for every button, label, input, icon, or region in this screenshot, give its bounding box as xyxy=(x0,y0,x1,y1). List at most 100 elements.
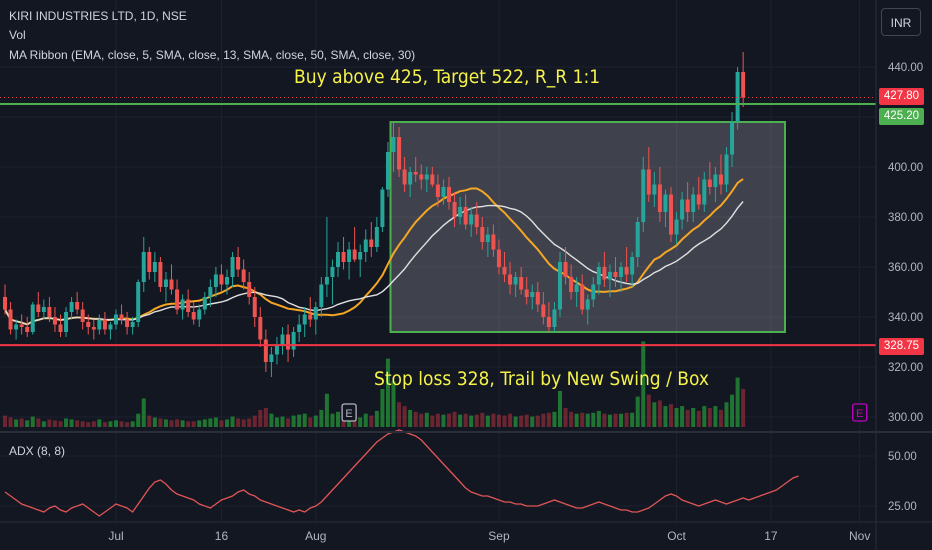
x-tick-label: Jul xyxy=(108,529,123,543)
adx-pane xyxy=(4,429,799,517)
candle-body xyxy=(707,179,712,187)
candle xyxy=(419,164,424,190)
volume-bar xyxy=(330,413,335,427)
volume-bar xyxy=(3,415,7,427)
candle xyxy=(19,314,24,335)
x-tick-label: Sep xyxy=(488,529,510,543)
volume-bar xyxy=(286,418,291,427)
candle xyxy=(163,272,168,302)
earnings-marker-box xyxy=(852,403,868,422)
candle-body xyxy=(663,194,668,212)
volume-bar xyxy=(574,413,579,427)
candle xyxy=(52,307,57,332)
candle-body xyxy=(269,354,274,362)
candle-body xyxy=(130,322,135,327)
volume-bar xyxy=(652,402,657,427)
volume-bar xyxy=(580,412,585,427)
adx-line xyxy=(4,429,799,517)
volume-bar xyxy=(247,418,252,427)
volume-bar xyxy=(324,393,329,427)
volume-bar xyxy=(607,414,612,427)
candle xyxy=(657,167,662,222)
candle xyxy=(463,194,468,230)
candle xyxy=(691,187,696,222)
candle xyxy=(191,302,196,325)
adx-tick-label: 25.00 xyxy=(888,501,917,513)
volume-bar xyxy=(563,408,568,427)
candle-body xyxy=(14,324,19,330)
candle-body xyxy=(735,72,740,122)
candle xyxy=(607,264,612,297)
candle-body xyxy=(480,227,485,242)
candle xyxy=(613,257,618,287)
candle xyxy=(230,252,235,287)
candle-body xyxy=(580,284,585,310)
candle-body xyxy=(596,267,601,285)
volume-bar xyxy=(691,408,696,427)
candle xyxy=(408,167,413,197)
candle-body xyxy=(513,277,518,285)
candle-body xyxy=(114,314,118,325)
buy-annotation: Buy above 425, Target 522, R_R 1:1 xyxy=(294,66,601,88)
candle xyxy=(635,217,640,267)
candle-body xyxy=(458,207,463,217)
candle xyxy=(707,162,712,195)
candle xyxy=(91,319,96,340)
candle xyxy=(69,297,74,320)
candle-body xyxy=(474,214,479,227)
currency-button[interactable]: INR xyxy=(881,8,921,36)
candle xyxy=(674,212,679,245)
candle xyxy=(97,314,102,335)
candle-body xyxy=(563,262,568,277)
volume-bar xyxy=(175,419,180,427)
candle xyxy=(136,279,141,327)
candle-body xyxy=(546,317,551,327)
volume-bar xyxy=(707,408,712,427)
candle-body xyxy=(496,249,501,267)
candle-body xyxy=(524,289,529,297)
volume-bar xyxy=(252,415,257,427)
volume-legend: Vol xyxy=(9,28,26,42)
volume-bar xyxy=(236,418,241,427)
volume-bar xyxy=(36,418,41,427)
candle-body xyxy=(530,292,535,297)
candle-body xyxy=(186,299,191,312)
candle xyxy=(496,239,501,275)
candle-body xyxy=(69,302,74,312)
candle-body xyxy=(152,262,157,272)
volume-bar xyxy=(613,413,618,427)
candle-body xyxy=(696,194,701,205)
candle-body xyxy=(247,282,252,297)
volume-bar xyxy=(630,412,635,427)
candle xyxy=(441,179,446,205)
volume-bar xyxy=(530,416,535,427)
volume-bar xyxy=(297,414,302,427)
candle-body xyxy=(702,179,707,205)
candle-body xyxy=(230,257,235,277)
candle xyxy=(263,329,268,372)
candle xyxy=(385,142,390,197)
candle xyxy=(680,192,685,230)
volume-bar xyxy=(47,419,52,427)
candle-body xyxy=(263,339,268,362)
candle-body xyxy=(508,274,513,285)
candle-body xyxy=(602,267,607,280)
volume-bar xyxy=(80,421,85,427)
candle xyxy=(669,187,673,242)
adx-tick-label: 50.00 xyxy=(888,451,917,463)
candle-body xyxy=(36,304,41,312)
symbol-title: KIRI INDUSTRIES LTD, 1D, NSE xyxy=(9,9,187,23)
candle-body xyxy=(641,169,646,222)
volume-bar xyxy=(25,420,30,427)
ma-ribbon-legend: MA Ribbon (EMA, close, 5, SMA, close, 13… xyxy=(9,48,416,62)
candle-body xyxy=(419,174,424,180)
candle-body xyxy=(75,302,80,310)
candle xyxy=(585,294,590,325)
candle-body xyxy=(147,252,152,272)
volume-bar xyxy=(169,420,174,427)
volume-bar xyxy=(430,415,435,427)
candle-body xyxy=(52,317,57,325)
candle xyxy=(64,307,69,337)
candle-body xyxy=(374,227,379,247)
